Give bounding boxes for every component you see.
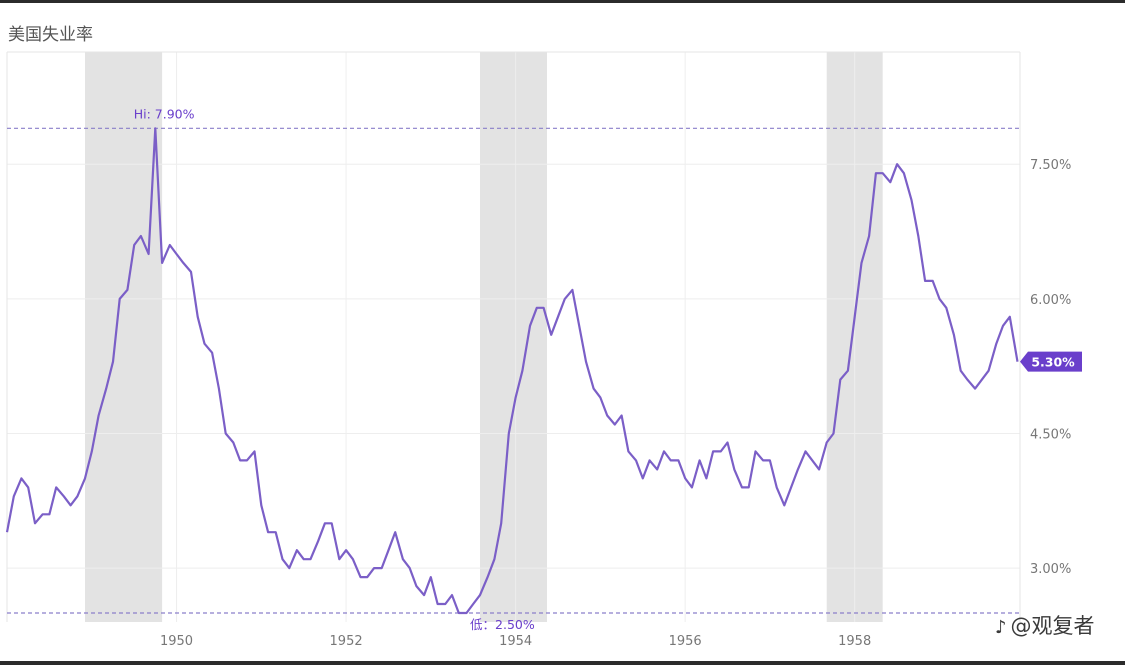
x-tick-label: 1952 bbox=[330, 634, 363, 649]
unemployment-rate-line bbox=[5, 127, 1019, 615]
recession-bands bbox=[84, 52, 883, 622]
watermark: ♪ @观复者 bbox=[995, 610, 1095, 640]
high-annotation: Hi: 7.90% bbox=[134, 106, 195, 121]
bottom-border-strip bbox=[0, 661, 1125, 665]
x-tick-label: 1956 bbox=[669, 634, 702, 649]
y-tick-label: 7.50% bbox=[1030, 158, 1071, 173]
hi-lo-reference-lines bbox=[7, 127, 1020, 614]
y-tick-label: 6.00% bbox=[1030, 293, 1071, 308]
douyin-logo-icon: ♪ bbox=[995, 617, 1007, 638]
recession-band bbox=[480, 52, 547, 622]
chart-title: 美国失业率 bbox=[8, 25, 93, 45]
latest-value-label: 5.30% bbox=[1031, 355, 1075, 370]
axis-tick-labels: 1950 1952 1954 1956 1958 3.00% 4.50% 6.00% 7.50% bbox=[160, 158, 1071, 649]
y-tick-label: 4.50% bbox=[1030, 427, 1071, 442]
latest-value-badge bbox=[1020, 351, 1082, 372]
x-tick-label: 1954 bbox=[499, 634, 532, 649]
y-tick-label: 3.00% bbox=[1030, 562, 1071, 577]
x-tick-label: 1950 bbox=[160, 634, 193, 649]
grid-lines bbox=[7, 52, 1021, 622]
x-tick-label: 1958 bbox=[838, 634, 871, 649]
recession-band bbox=[84, 52, 163, 622]
top-border-strip bbox=[0, 0, 1125, 3]
watermark-text: @观复者 bbox=[1010, 614, 1095, 638]
latest-value-marker: 5.30% bbox=[1020, 351, 1082, 372]
low-annotation: 低：2.50% bbox=[470, 617, 535, 632]
